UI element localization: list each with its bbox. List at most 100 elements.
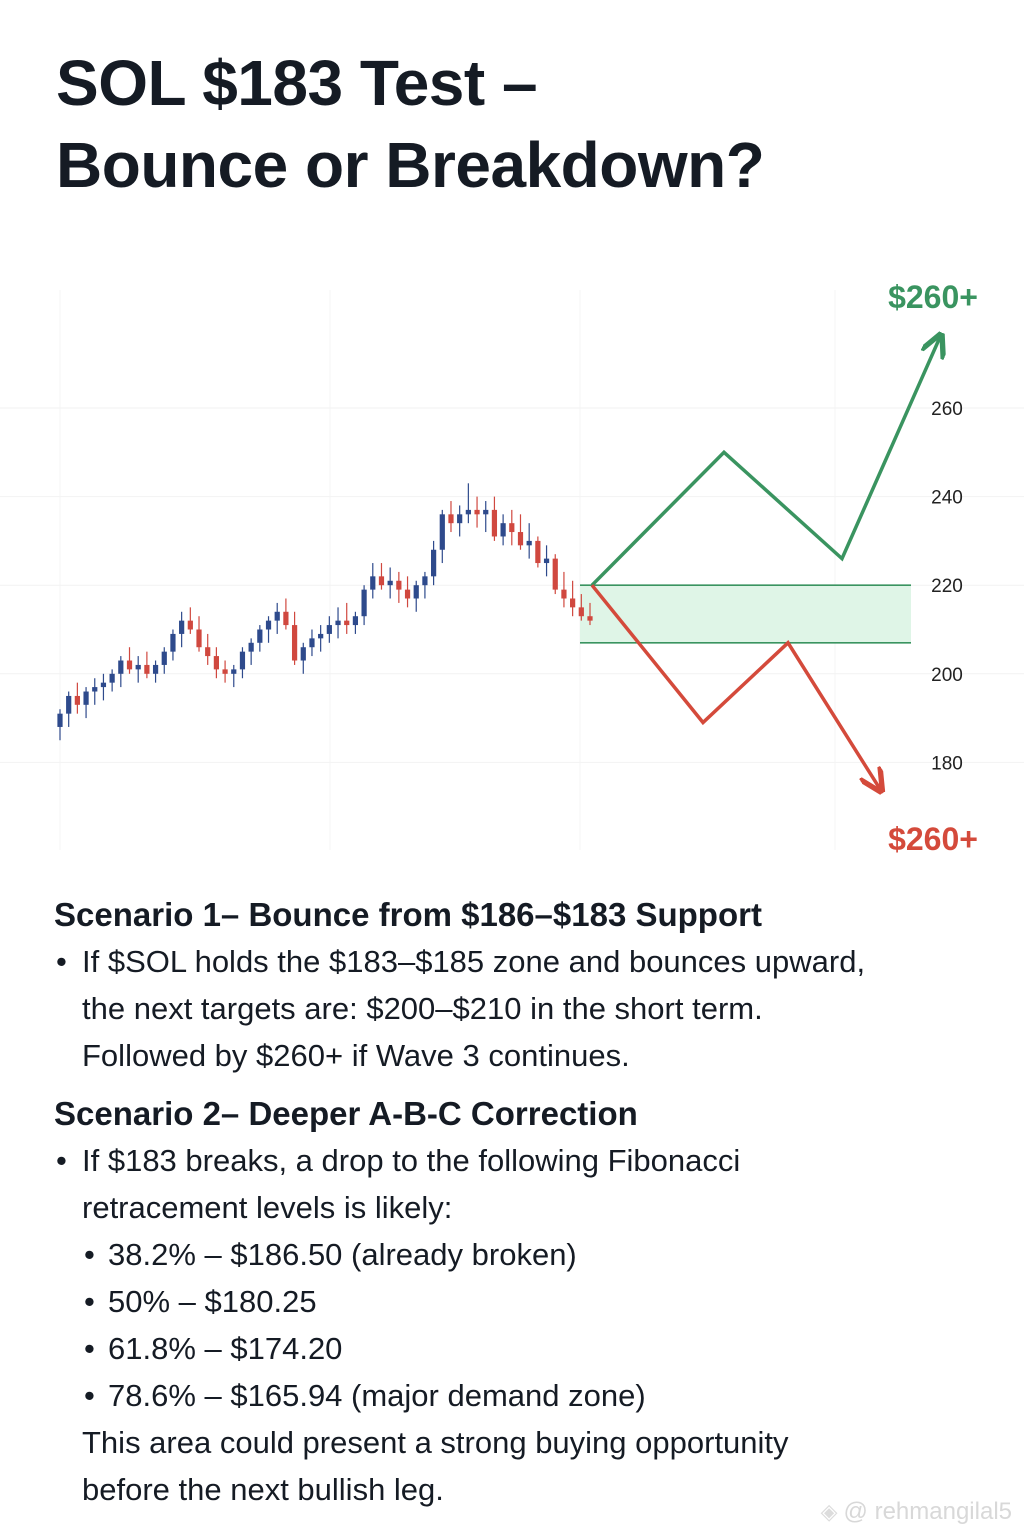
candle-body xyxy=(396,580,402,590)
candle-body xyxy=(213,656,219,670)
y-tick-label: 240 xyxy=(931,488,963,509)
y-tick-label: 220 xyxy=(931,576,963,597)
candle-body xyxy=(448,514,454,524)
candle-body xyxy=(239,651,246,670)
title-line-2: Bounce or Breakdown? xyxy=(56,129,765,201)
binance-logo-icon: ◈ xyxy=(820,1499,838,1524)
candle-body xyxy=(578,607,584,617)
candle-body xyxy=(509,523,515,533)
candle-body xyxy=(326,625,332,634)
page-title: SOL $183 Test – Bounce or Breakdown? xyxy=(56,42,765,206)
scenario-1-list: If $SOL holds the $183–$185 zone and bou… xyxy=(54,938,994,1079)
support-zone xyxy=(580,584,911,644)
scenarios-section: Scenario 1– Bounce from $186–$183 Suppor… xyxy=(54,882,994,1513)
candle-body xyxy=(152,664,159,674)
candle-body xyxy=(387,580,393,586)
candle-body xyxy=(587,616,593,621)
scenario-1-bullet: If $SOL holds the $183–$185 zone and bou… xyxy=(54,938,994,1079)
candle-body xyxy=(291,625,298,661)
candle-body xyxy=(170,633,176,652)
fib-level-item: 50% – $180.25 xyxy=(82,1278,994,1325)
price-chart: 260 240 220 200 180 $260+ $260+ xyxy=(0,279,1024,857)
candle-body xyxy=(274,611,280,621)
candle-body xyxy=(222,669,228,674)
scenario-1-line-2: the next targets are: $200–$210 in the s… xyxy=(82,991,763,1026)
candle-body xyxy=(474,509,480,515)
scenario-1-line-1: If $SOL holds the $183–$185 zone and bou… xyxy=(82,944,866,979)
candle-body xyxy=(431,549,437,577)
scenario-2-line-1: If $183 breaks, a drop to the following … xyxy=(82,1143,741,1178)
candle-body xyxy=(300,647,306,661)
candle-body xyxy=(100,682,107,688)
candle-body xyxy=(552,558,558,590)
candle-body xyxy=(135,664,141,670)
candle-body xyxy=(126,660,133,670)
candle-body xyxy=(309,638,315,648)
candle-body xyxy=(144,664,150,674)
y-tick-label: 200 xyxy=(931,665,963,686)
candle-body xyxy=(543,558,550,564)
candle-body xyxy=(517,532,524,546)
candle-body xyxy=(318,633,324,639)
candle-body xyxy=(265,620,272,630)
title-line-1: SOL $183 Test – xyxy=(56,47,538,119)
candle-body xyxy=(161,651,167,665)
scenario-1-line-3: Followed by $260+ if Wave 3 continues. xyxy=(82,1038,630,1073)
candle-body xyxy=(561,589,567,599)
watermark: ◈ @ rehmangilal5 xyxy=(821,1498,1012,1526)
candle-body xyxy=(439,514,445,550)
bearish-scenario-line xyxy=(590,584,880,789)
candle-body xyxy=(205,647,211,657)
scenario-2-footer-2: before the next bullish leg. xyxy=(82,1472,444,1507)
watermark-text: @ rehmangilal5 xyxy=(843,1498,1012,1525)
scenario-2-line-2: retracement levels is likely: xyxy=(82,1190,453,1225)
candle-body xyxy=(491,509,498,537)
candle-body xyxy=(344,620,350,626)
candle-body xyxy=(74,695,80,705)
candle-body xyxy=(570,598,576,608)
fib-level-item: 61.8% – $174.20 xyxy=(82,1325,994,1372)
candle-body xyxy=(83,691,89,705)
scenario-2-footer-1: This area could present a strong buying … xyxy=(82,1425,789,1460)
candlestick-series xyxy=(57,483,593,741)
support-zone-fill xyxy=(580,585,911,643)
candle-body xyxy=(378,576,385,586)
candle-body xyxy=(118,660,124,674)
candle-body xyxy=(283,611,289,626)
candle-body xyxy=(57,713,63,727)
candle-body xyxy=(109,673,115,683)
candle-body xyxy=(179,620,185,634)
candle-body xyxy=(335,620,341,626)
candle-body xyxy=(352,616,359,626)
candle-body xyxy=(66,695,72,714)
fib-level-item: 38.2% – $186.50 (already broken) xyxy=(82,1231,994,1278)
scenario-2-list: If $183 breaks, a drop to the following … xyxy=(54,1137,994,1513)
fib-levels-list: 38.2% – $186.50 (already broken) 50% – $… xyxy=(82,1231,994,1419)
candle-body xyxy=(457,514,463,524)
candle-body xyxy=(404,589,411,599)
candle-body xyxy=(422,576,428,586)
candle-body xyxy=(248,642,254,652)
bear-target-label: $260+ xyxy=(888,821,978,857)
scenario-2-bullet: If $183 breaks, a drop to the following … xyxy=(54,1137,994,1513)
bullish-scenario-line xyxy=(590,337,940,587)
candle-body xyxy=(526,540,532,546)
candle-body xyxy=(231,669,237,674)
y-tick-label: 260 xyxy=(931,399,963,420)
candle-body xyxy=(370,576,376,590)
candle-body xyxy=(361,589,367,617)
scenario-paths xyxy=(590,337,940,789)
candle-body xyxy=(92,687,98,692)
fib-level-item: 78.6% – $165.94 (major demand zone) xyxy=(82,1372,994,1419)
candle-body xyxy=(483,509,489,515)
bull-target-label: $260+ xyxy=(888,279,978,315)
candle-body xyxy=(413,585,419,599)
scenario-1-title: Scenario 1– Bounce from $186–$183 Suppor… xyxy=(54,896,762,933)
candle-body xyxy=(535,540,541,564)
y-axis-ticks: 260 240 220 200 180 xyxy=(931,399,963,774)
candle-body xyxy=(465,509,471,515)
scenario-2-title: Scenario 2– Deeper A-B-C Correction xyxy=(54,1095,638,1132)
chart-grid xyxy=(0,290,1024,850)
candle-body xyxy=(257,629,263,643)
candle-body xyxy=(500,523,506,537)
